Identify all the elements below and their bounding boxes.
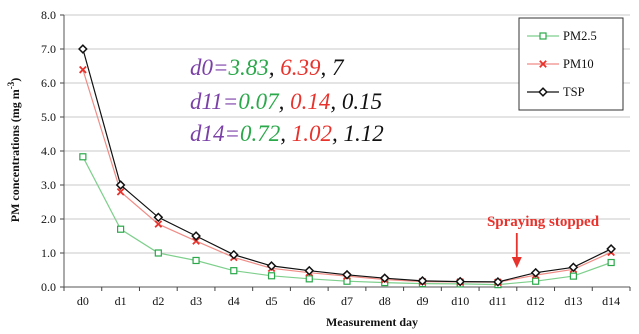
- data-point: [116, 225, 125, 233]
- annotation-part: ,: [280, 121, 292, 146]
- series-layer: [78, 44, 616, 289]
- data-point: [191, 231, 201, 241]
- annotation-part: 0.72: [240, 121, 280, 146]
- annotation-part: 6.39: [280, 55, 321, 80]
- x-tick-label: d10: [451, 294, 469, 308]
- y-tick-label: 4.0: [41, 144, 56, 158]
- x-tick-labels: d0 d1 d2 d3 d4 d5 d6 d7 d8 d9 d10 d11 d12 d13 d14: [77, 294, 620, 308]
- data-point: [116, 187, 125, 196]
- x-axis-title: Measurement day: [326, 315, 418, 329]
- x-tick-label: d14: [602, 294, 620, 308]
- data-point: [154, 220, 163, 228]
- x-tick-label: d5: [266, 294, 278, 308]
- data-point: [154, 249, 162, 257]
- y-tick-label: 7.0: [41, 42, 56, 56]
- y-tick-label: 6.0: [41, 76, 56, 90]
- x-tick-label: d13: [564, 294, 582, 308]
- data-point: [539, 32, 547, 40]
- legend-label: TSP: [563, 85, 585, 99]
- data-point: [305, 275, 313, 283]
- series-pm2-5: [79, 153, 615, 289]
- annotation-part: , 1.12: [332, 121, 384, 146]
- data-point: [568, 262, 579, 273]
- data-point: [192, 237, 200, 245]
- data-point: [153, 212, 164, 223]
- data-point: [417, 276, 428, 286]
- y-tick-label: 5.0: [41, 110, 56, 124]
- callout-label: Spraying stopped: [487, 214, 600, 230]
- y-tick-labels: 0.0 1.0 2.0 3.0 4.0 5.0 6.0 7.0 8.0: [41, 8, 56, 294]
- data-point: [532, 277, 540, 285]
- y-tick-label: 3.0: [41, 178, 56, 192]
- data-point: [379, 273, 390, 284]
- data-point: [569, 272, 578, 280]
- legend-item-pm10: PM10: [527, 57, 594, 71]
- legend-item-tsp: TSP: [527, 85, 585, 99]
- x-tick-label: d12: [527, 294, 545, 308]
- annotation-part: d14=: [190, 121, 240, 146]
- data-point: [267, 272, 276, 280]
- data-point: [342, 269, 352, 280]
- data-point: [539, 60, 547, 68]
- data-point: [115, 180, 126, 190]
- data-point: [607, 258, 615, 267]
- spraying-callout: Spraying stopped: [487, 214, 600, 268]
- legend-label: PM10: [563, 57, 594, 71]
- annotation-part: d0=: [190, 55, 229, 80]
- x-tick-label: d11: [489, 294, 507, 308]
- data-point: [79, 65, 87, 74]
- annotation-line: d0=3.83, 6.39, 7: [190, 55, 345, 80]
- annotation-part: 1.02: [292, 121, 332, 146]
- x-tick-label: d7: [341, 294, 353, 308]
- x-tick-label: d3: [190, 294, 202, 308]
- annotation-part: 0.07: [238, 89, 280, 114]
- y-tick-label: 2.0: [41, 212, 56, 226]
- annotation-line: d11=0.07, 0.14, 0.15: [190, 89, 382, 114]
- annotation-part: d11=: [190, 89, 238, 114]
- annotation-part: 0.14: [290, 89, 330, 114]
- data-point: [493, 277, 503, 287]
- x-tick-label: d1: [115, 294, 127, 308]
- y-tick-label: 8.0: [41, 8, 56, 22]
- x-tick-label: d2: [152, 294, 164, 308]
- data-point: [455, 276, 466, 287]
- x-tick-label: d4: [228, 294, 240, 308]
- data-point: [228, 249, 239, 260]
- annotation-part: ,: [279, 89, 291, 114]
- annotation-line: d14=0.72, 1.02, 1.12: [190, 121, 384, 146]
- data-point: [266, 261, 277, 271]
- y-axis-title: PM concentrations (mg m-3): [6, 78, 22, 222]
- x-tick-label: d6: [303, 294, 315, 308]
- callout-arrow-head: [511, 257, 522, 268]
- value-annotations: d0=3.83, 6.39, 7 d11=0.07, 0.14, 0.15 d14=…: [190, 55, 384, 146]
- data-point: [304, 265, 315, 276]
- annotation-part: , 0.15: [330, 89, 382, 114]
- legend-item-pm2-5: PM2.5: [527, 29, 597, 43]
- legend-label: PM2.5: [563, 29, 597, 43]
- data-point: [530, 267, 541, 278]
- annotation-part: ,: [269, 55, 281, 80]
- axes: [60, 14, 631, 291]
- annotation-part: , 7: [321, 55, 346, 80]
- series-tsp: [78, 44, 616, 287]
- y-tick-label: 0.0: [41, 280, 56, 294]
- x-tick-label: d9: [416, 294, 428, 308]
- data-point: [230, 267, 238, 275]
- data-point: [538, 87, 548, 97]
- data-point: [192, 256, 200, 265]
- y-tick-label: 1.0: [41, 246, 56, 260]
- data-point: [606, 244, 616, 254]
- legend: PM2.5 PM10 TSP: [518, 17, 624, 111]
- x-tick-label: d0: [77, 294, 89, 308]
- data-point: [79, 153, 87, 161]
- annotation-part: 3.83: [228, 55, 269, 80]
- data-point: [78, 44, 88, 54]
- x-tick-label: d8: [379, 294, 391, 308]
